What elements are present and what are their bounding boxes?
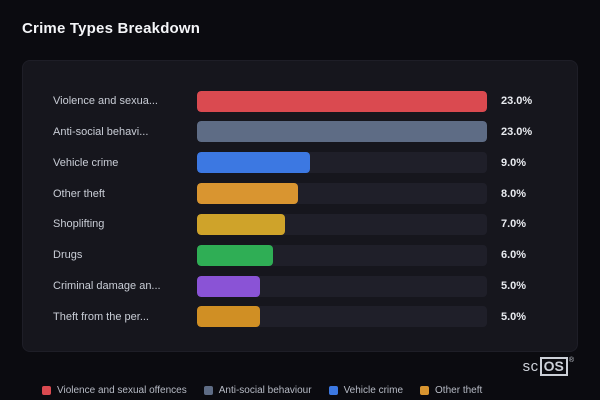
bar-track: [197, 275, 487, 297]
bar-category-label: Violence and sexua...: [53, 95, 158, 107]
bar-category-label: Criminal damage an...: [53, 280, 161, 293]
bar-fill[interactable]: [197, 275, 261, 297]
bar-row: Other theft 8.0%: [53, 180, 549, 208]
bar-row: Violence and sexua... 23.0%: [53, 87, 549, 115]
bar-track: [197, 152, 487, 174]
bar-category-label: Theft from the per...: [53, 310, 149, 323]
bar-track: [197, 183, 487, 205]
bar-track: [197, 244, 487, 266]
logo-text-box: OS: [539, 357, 568, 376]
legend-label: Anti-social behaviour: [218, 385, 312, 396]
bar-value-label: 6.0%: [501, 249, 527, 262]
legend-item[interactable]: Vehicle crime: [328, 385, 404, 396]
bar-row: Drugs 6.0%: [53, 241, 549, 269]
bar-category-label: Other theft: [53, 187, 105, 200]
bar-row: Criminal damage an... 5.0%: [53, 272, 549, 300]
legend-swatch-icon: [420, 386, 430, 395]
legend-label: Other theft: [435, 385, 483, 396]
bar-row: Theft from the per... 5.0%: [53, 303, 549, 331]
legend-swatch-icon: [328, 386, 338, 395]
bar-value-label: 5.0%: [501, 310, 527, 323]
bar-fill[interactable]: [197, 244, 273, 266]
bar-track: [197, 121, 487, 143]
legend-label: Vehicle crime: [343, 385, 404, 396]
bar-category-label: Drugs: [53, 249, 83, 262]
legend-label: Violence and sexual offences: [57, 385, 187, 396]
bar-track: [197, 90, 487, 112]
bar-fill[interactable]: [197, 306, 261, 328]
legend-item[interactable]: Other theft: [420, 385, 482, 396]
scos-logo: sc OS ®: [523, 357, 574, 376]
bar-fill[interactable]: [197, 183, 298, 205]
page-title: Crime Types Breakdown: [22, 20, 201, 37]
bar-track: [197, 306, 487, 328]
bar-fill[interactable]: [197, 152, 311, 174]
bar-fill[interactable]: [197, 213, 286, 235]
legend-swatch-icon: [203, 386, 213, 395]
legend-item[interactable]: Anti-social behaviour: [203, 385, 312, 396]
bar-value-label: 8.0%: [501, 187, 527, 200]
bar-row: Shoplifting 7.0%: [53, 210, 549, 238]
bar-track: [197, 213, 487, 235]
bar-value-label: 9.0%: [501, 156, 527, 169]
bar-row: Vehicle crime 9.0%: [53, 149, 549, 177]
bar-fill[interactable]: [197, 90, 487, 112]
chart-panel: Violence and sexua... 23.0% Anti-social be…: [22, 60, 578, 352]
legend-item[interactable]: Violence and sexual offences: [42, 385, 187, 396]
bar-value-label: 7.0%: [501, 218, 527, 231]
bar-value-label: 5.0%: [501, 280, 527, 293]
bar-row: Anti-social behavi... 23.0%: [53, 118, 549, 146]
logo-text-prefix: sc: [522, 358, 539, 375]
bar-value-label: 23.0%: [501, 125, 533, 138]
chart-legend: Violence and sexual offences Anti-social …: [42, 385, 482, 396]
bar-category-label: Anti-social behavi...: [53, 125, 149, 138]
bar-category-label: Shoplifting: [53, 218, 105, 231]
registered-trademark-icon: ®: [568, 357, 574, 364]
bar-value-label: 23.0%: [501, 95, 533, 107]
bar-fill[interactable]: [197, 121, 487, 143]
legend-swatch-icon: [42, 386, 51, 395]
bar-category-label: Vehicle crime: [53, 156, 119, 169]
